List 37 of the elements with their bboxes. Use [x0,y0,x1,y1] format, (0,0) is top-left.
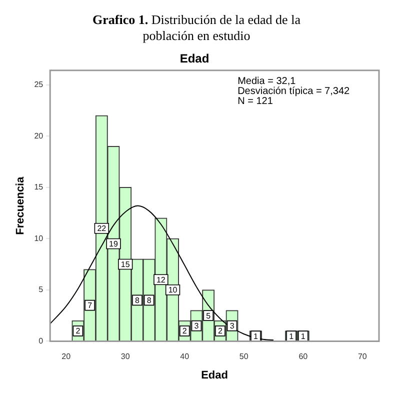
data-label: 10 [168,286,178,295]
y-axis-title: Frecuencia [14,176,27,235]
annotation: N = 121 [238,96,274,108]
data-label: 3 [194,322,200,331]
data-label: 2 [76,326,81,336]
x-axis-title: Edad [201,369,228,382]
y-tick-label: 5 [38,285,44,294]
data-label: 2 [182,326,188,336]
annotation: Media = 32,1 [238,76,296,88]
data-label: 1 [254,332,259,341]
data-label: 7 [88,301,93,310]
data-label: 3 [230,322,235,331]
annotation: Desviación típica = 7,342 [238,86,350,98]
data-label: 1 [289,332,294,341]
data-label: 5 [206,311,212,320]
y-tick-label: 25 [34,80,44,89]
x-tick-label: 40 [180,352,190,362]
x-tick-label: 50 [239,352,249,362]
x-tick-label: 20 [62,352,72,362]
data-label: 8 [146,296,152,305]
data-label: 2 [218,326,223,336]
x-tick-label: 70 [358,352,368,362]
data-label: 1 [300,332,306,341]
data-label: 22 [97,224,107,234]
line-series [50,205,274,341]
data-label: 8 [134,296,140,305]
y-tick-label: 20 [34,131,44,140]
data-label: 19 [109,239,119,248]
y-tick-label: 15 [34,182,44,192]
x-tick-label: 60 [298,352,308,362]
chart-title: Grafico 1. Distribución de la edad de la población en estudio [92,12,300,43]
data-label: 12 [156,275,166,284]
y-tick-label: 0 [38,336,44,346]
chart-subtitle: Edad [180,52,210,66]
data-label: 15 [120,260,130,269]
x-tick-label: 30 [120,352,130,362]
y-tick-label: 10 [34,234,44,243]
